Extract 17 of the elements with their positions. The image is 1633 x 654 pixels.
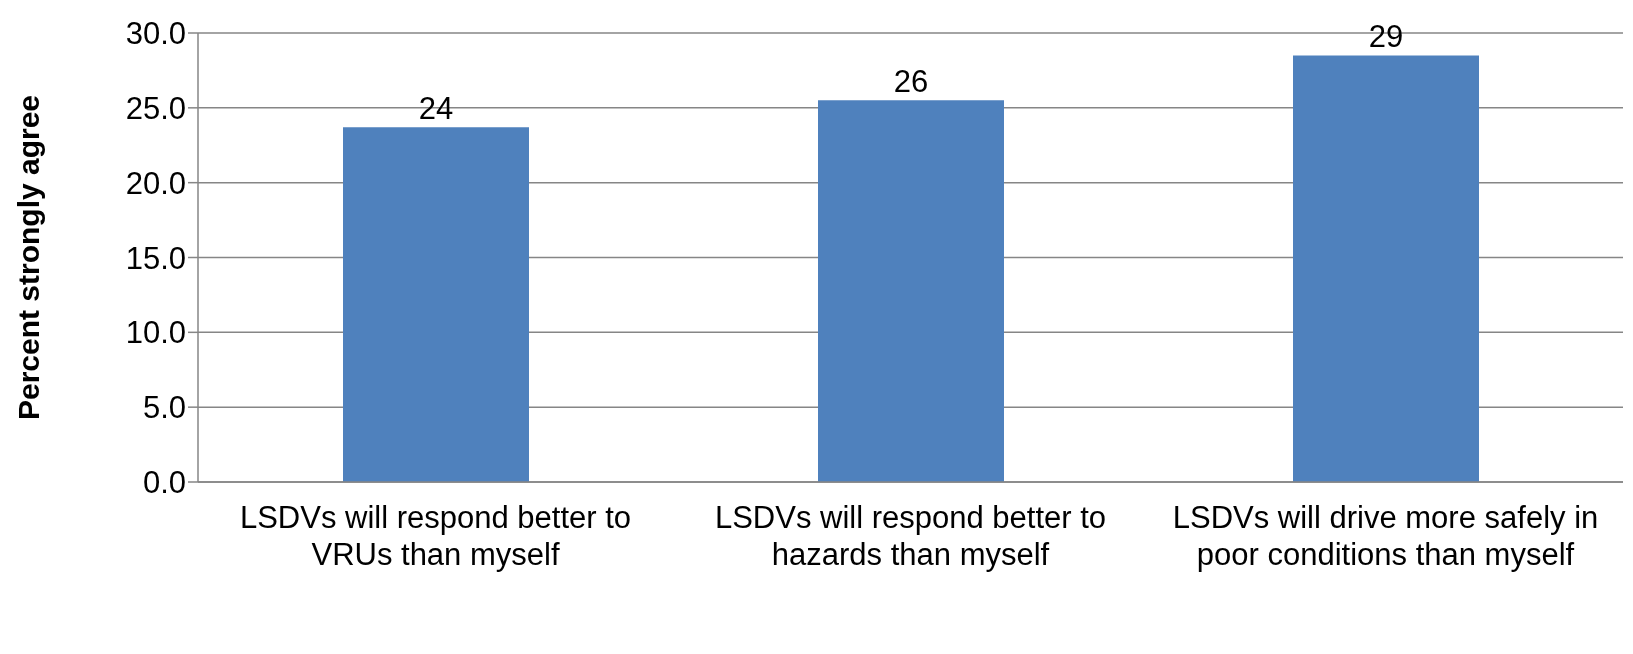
- data-label: 24: [418, 91, 454, 127]
- y-tick-label: 30.0: [125, 16, 186, 52]
- x-tick-label: LSDVs will respond better to hazards than myself: [714, 499, 1107, 573]
- y-tick-label: 15.0: [125, 240, 186, 276]
- y-tick-label: 25.0: [125, 90, 186, 126]
- y-tick-label: 10.0: [125, 315, 186, 351]
- y-axis-title: Percent strongly agree: [11, 94, 45, 421]
- bar: [343, 127, 529, 482]
- data-label: 26: [893, 64, 929, 100]
- y-tick-label: 20.0: [125, 165, 186, 201]
- bar: [818, 100, 1004, 482]
- y-tick-label: 5.0: [142, 390, 186, 426]
- x-tick-label: LSDVs will drive more safely in poor conditions than myself: [1172, 499, 1599, 573]
- data-label: 29: [1368, 19, 1404, 55]
- x-tick-label: LSDVs will respond better to VRUs than myself: [239, 499, 632, 573]
- bar: [1293, 55, 1479, 482]
- y-tick-label: 0.0: [142, 465, 186, 501]
